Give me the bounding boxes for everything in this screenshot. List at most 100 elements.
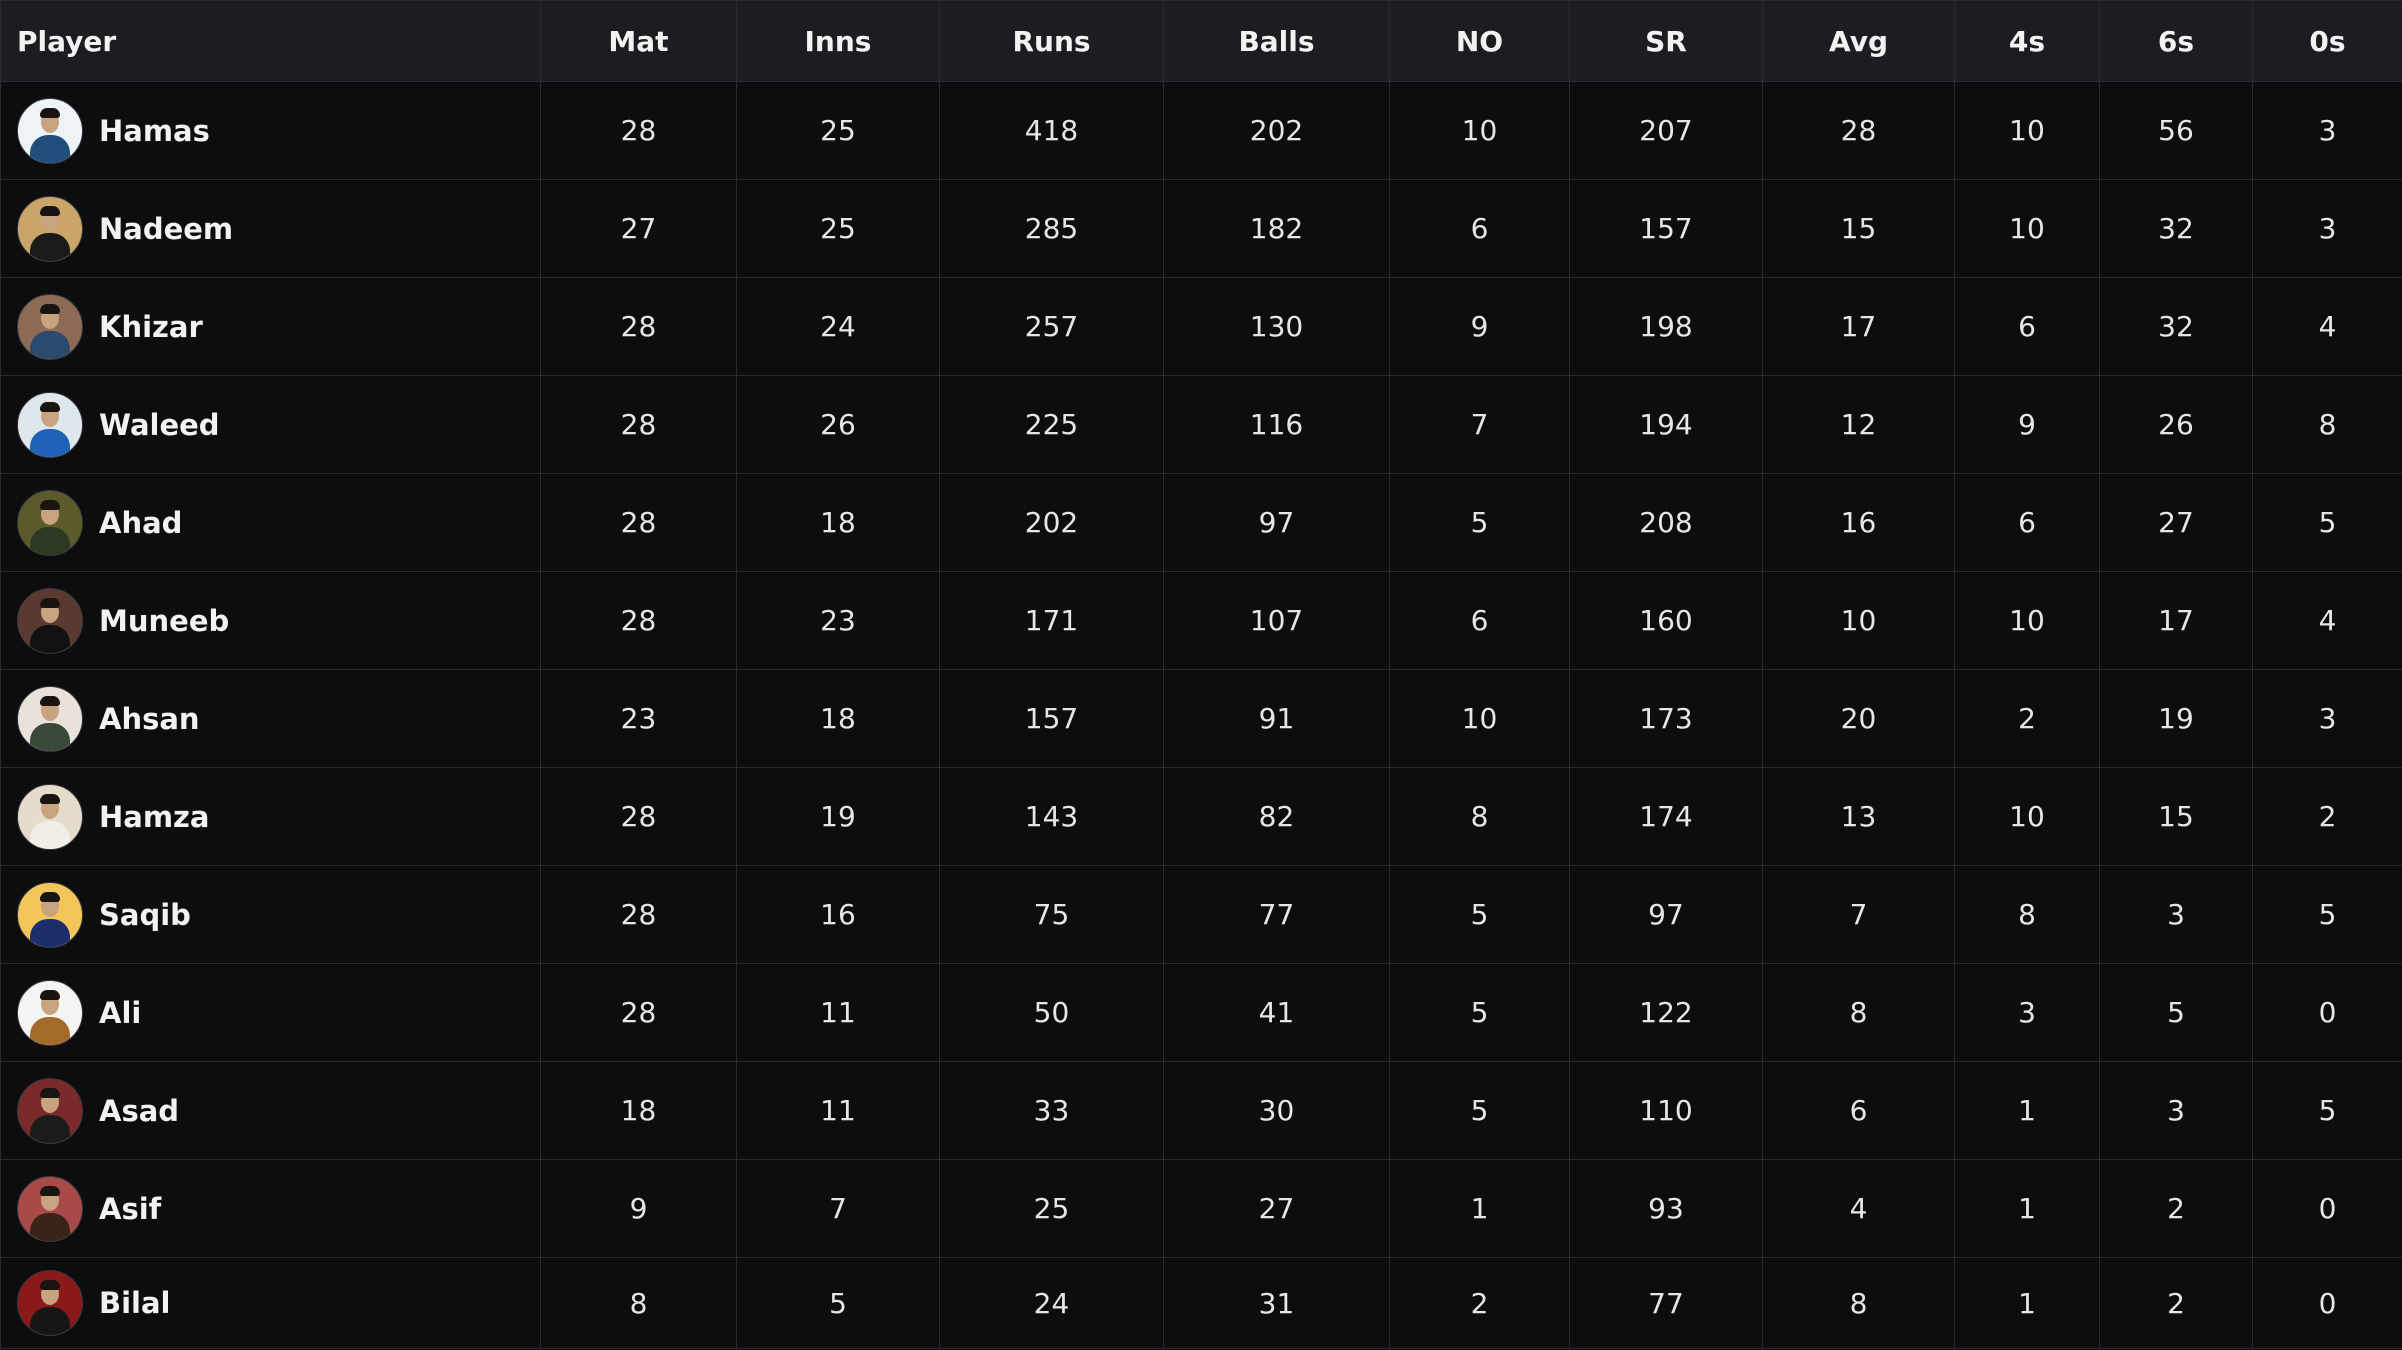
- stat-sr: 198: [1569, 277, 1763, 376]
- player-name[interactable]: Nadeem: [99, 211, 234, 246]
- player-name[interactable]: Asif: [99, 1191, 162, 1226]
- column-header-0s[interactable]: 0s: [2252, 0, 2402, 82]
- player-name[interactable]: Ali: [99, 995, 142, 1030]
- player-info: Hamas: [17, 97, 540, 164]
- stat-6s: 2: [2099, 1257, 2253, 1349]
- avatar-hair: [40, 695, 60, 706]
- avatar: [17, 97, 83, 164]
- table-row[interactable]: Nadeem 27 25 285 182 6 157 15 10 32 3: [0, 179, 2402, 278]
- avatar-hair: [40, 1185, 60, 1196]
- column-header-mat[interactable]: Mat: [540, 0, 737, 82]
- table-row[interactable]: Ahsan 23 18 157 91 10 173 20 2 19 3: [0, 669, 2402, 768]
- player-name[interactable]: Ahsan: [99, 701, 200, 736]
- stat-avg: 13: [1762, 767, 1955, 866]
- avatar: [17, 195, 83, 262]
- stat-sr: 160: [1569, 571, 1763, 670]
- column-header-4s[interactable]: 4s: [1954, 0, 2100, 82]
- stat-4s: 10: [1954, 571, 2100, 670]
- player-cell[interactable]: Hamas: [0, 81, 541, 180]
- stat-0s: 3: [2252, 669, 2402, 768]
- player-cell[interactable]: Asif: [0, 1159, 541, 1258]
- column-header-runs[interactable]: Runs: [939, 0, 1164, 82]
- player-cell[interactable]: Nadeem: [0, 179, 541, 278]
- player-cell[interactable]: Waleed: [0, 375, 541, 474]
- table-row[interactable]: Hamas 28 25 418 202 10 207 28 10 56 3: [0, 81, 2402, 180]
- table-row[interactable]: Muneeb 28 23 171 107 6 160 10 10 17 4: [0, 571, 2402, 670]
- avatar-body: [30, 722, 70, 751]
- stat-balls: 182: [1163, 179, 1390, 278]
- column-header-sr[interactable]: SR: [1569, 0, 1763, 82]
- player-name[interactable]: Muneeb: [99, 603, 230, 638]
- player-cell[interactable]: Ahad: [0, 473, 541, 572]
- table-row[interactable]: Asif 9 7 25 27 1 93 4 1 2 0: [0, 1159, 2402, 1258]
- player-name[interactable]: Khizar: [99, 309, 203, 344]
- column-header-no[interactable]: NO: [1389, 0, 1570, 82]
- player-info: Khizar: [17, 293, 540, 360]
- player-cell[interactable]: Hamza: [0, 767, 541, 866]
- stat-inns: 19: [736, 767, 940, 866]
- table-row[interactable]: Ali 28 11 50 41 5 122 8 3 5 0: [0, 963, 2402, 1062]
- player-info: Saqib: [17, 881, 540, 948]
- player-cell[interactable]: Muneeb: [0, 571, 541, 670]
- stat-balls: 91: [1163, 669, 1390, 768]
- stat-mat: 28: [540, 473, 737, 572]
- stat-avg: 17: [1762, 277, 1955, 376]
- column-header-avg[interactable]: Avg: [1762, 0, 1955, 82]
- stat-runs: 50: [939, 963, 1164, 1062]
- player-cell[interactable]: Saqib: [0, 865, 541, 964]
- player-cell[interactable]: Ali: [0, 963, 541, 1062]
- avatar: [17, 1175, 83, 1242]
- stat-4s: 1: [1954, 1061, 2100, 1160]
- stat-mat: 28: [540, 963, 737, 1062]
- player-cell[interactable]: Khizar: [0, 277, 541, 376]
- player-name[interactable]: Asad: [99, 1093, 180, 1128]
- stat-0s: 5: [2252, 865, 2402, 964]
- stat-4s: 10: [1954, 179, 2100, 278]
- player-name[interactable]: Hamas: [99, 113, 210, 148]
- stat-inns: 23: [736, 571, 940, 670]
- column-header-balls[interactable]: Balls: [1163, 0, 1390, 82]
- avatar-body: [30, 526, 70, 555]
- column-header-player[interactable]: Player: [0, 0, 541, 82]
- stat-inns: 24: [736, 277, 940, 376]
- stat-inns: 11: [736, 963, 940, 1062]
- player-name[interactable]: Ahad: [99, 505, 183, 540]
- player-cell[interactable]: Bilal: [0, 1257, 541, 1349]
- stat-sr: 207: [1569, 81, 1763, 180]
- table-row[interactable]: Khizar 28 24 257 130 9 198 17 6 32 4: [0, 277, 2402, 376]
- player-info: Hamza: [17, 783, 540, 850]
- table-row[interactable]: Asad 18 11 33 30 5 110 6 1 3 5: [0, 1061, 2402, 1160]
- player-cell[interactable]: Asad: [0, 1061, 541, 1160]
- stat-6s: 5: [2099, 963, 2253, 1062]
- table-row[interactable]: Ahad 28 18 202 97 5 208 16 6 27 5: [0, 473, 2402, 572]
- stat-no: 6: [1389, 179, 1570, 278]
- stat-4s: 1: [1954, 1159, 2100, 1258]
- stat-balls: 41: [1163, 963, 1390, 1062]
- player-cell[interactable]: Ahsan: [0, 669, 541, 768]
- stat-mat: 8: [540, 1257, 737, 1349]
- stat-4s: 6: [1954, 473, 2100, 572]
- stat-sr: 97: [1569, 865, 1763, 964]
- avatar-body: [30, 330, 70, 359]
- player-name[interactable]: Bilal: [99, 1286, 171, 1320]
- stat-inns: 5: [736, 1257, 940, 1349]
- table-row[interactable]: Waleed 28 26 225 116 7 194 12 9 26 8: [0, 375, 2402, 474]
- table-row[interactable]: Bilal 8 5 24 31 2 77 8 1 2 0: [0, 1257, 2402, 1349]
- avatar-hair: [40, 1280, 60, 1290]
- stat-mat: 9: [540, 1159, 737, 1258]
- stat-sr: 194: [1569, 375, 1763, 474]
- player-name[interactable]: Waleed: [99, 407, 220, 442]
- stat-avg: 8: [1762, 1257, 1955, 1349]
- table-row[interactable]: Hamza 28 19 143 82 8 174 13 10 15 2: [0, 767, 2402, 866]
- stat-6s: 32: [2099, 277, 2253, 376]
- column-header-inns[interactable]: Inns: [736, 0, 940, 82]
- stat-inns: 11: [736, 1061, 940, 1160]
- column-header-6s[interactable]: 6s: [2099, 0, 2253, 82]
- stat-balls: 116: [1163, 375, 1390, 474]
- stat-inns: 7: [736, 1159, 940, 1258]
- stat-4s: 6: [1954, 277, 2100, 376]
- stat-no: 1: [1389, 1159, 1570, 1258]
- player-name[interactable]: Hamza: [99, 799, 210, 834]
- table-row[interactable]: Saqib 28 16 75 77 5 97 7 8 3 5: [0, 865, 2402, 964]
- player-name[interactable]: Saqib: [99, 897, 191, 932]
